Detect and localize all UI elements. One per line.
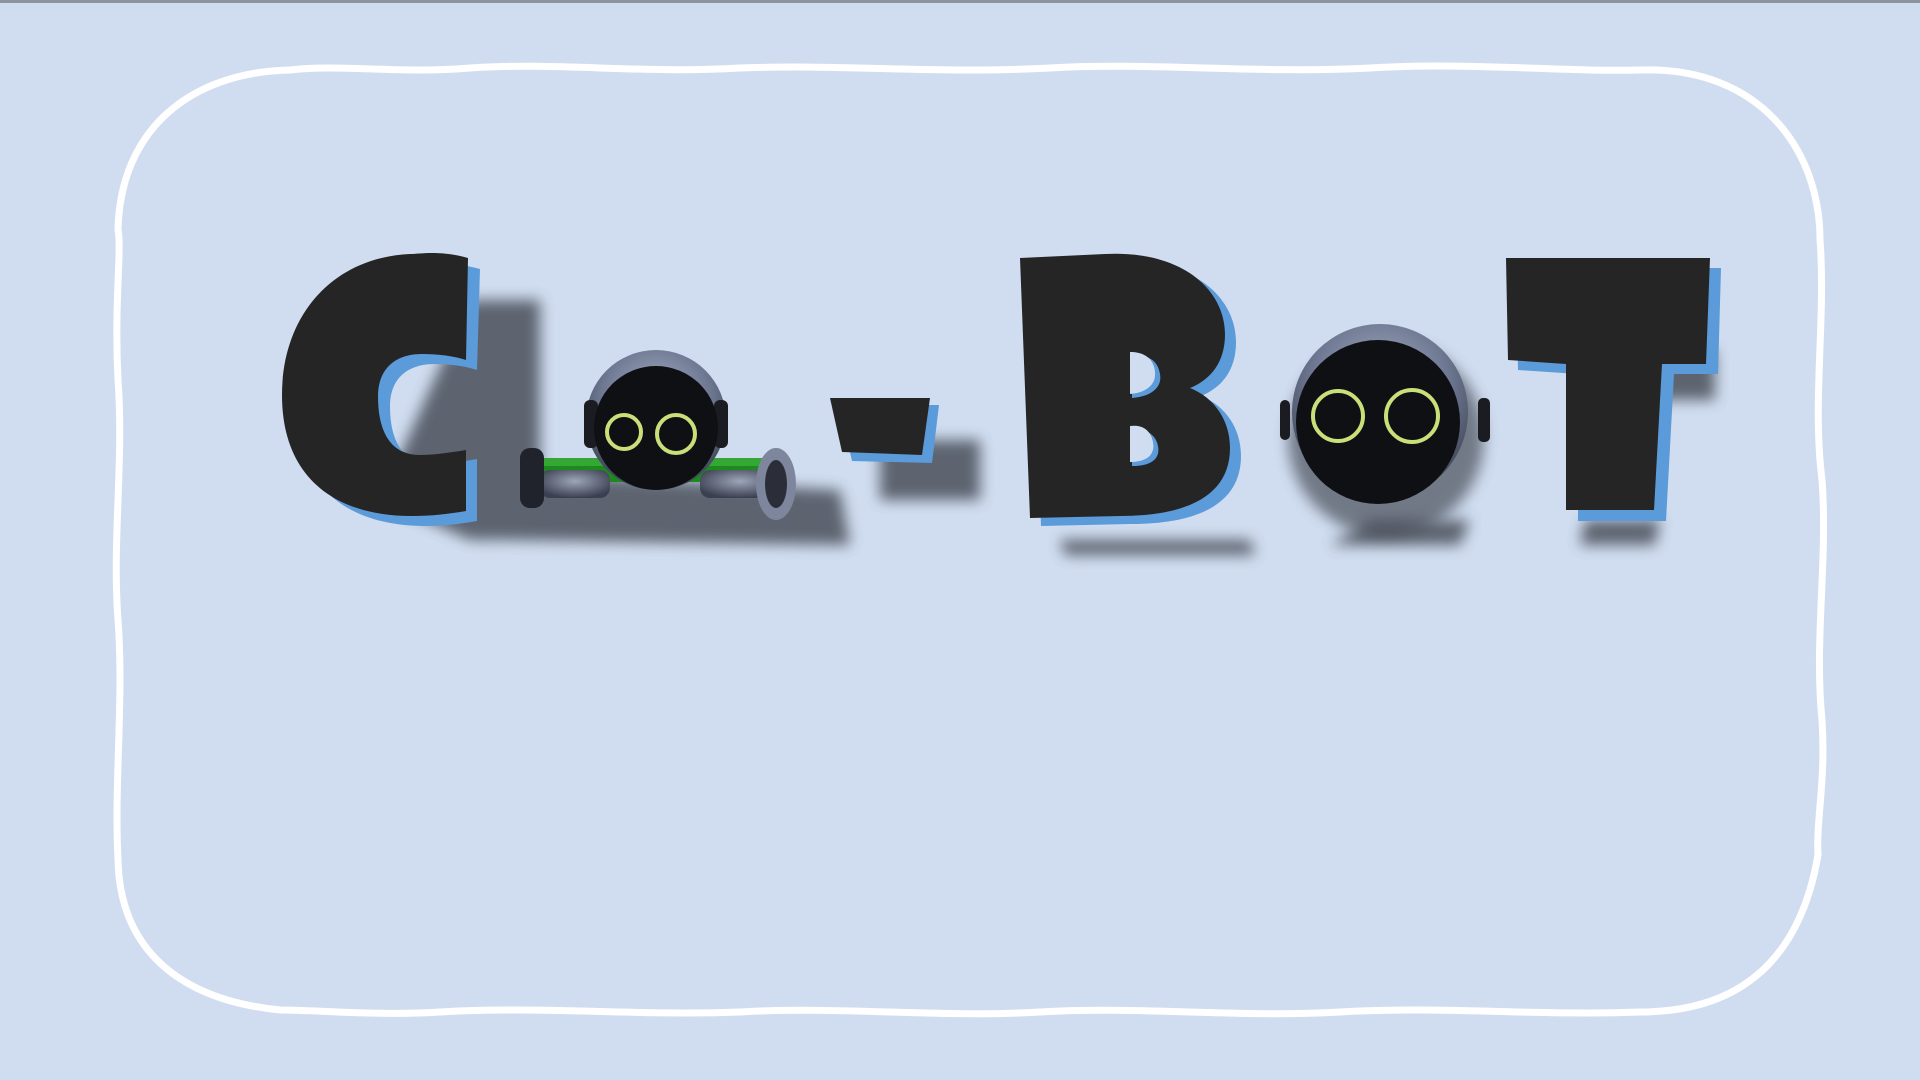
letter-c bbox=[282, 253, 480, 526]
letter-b bbox=[1020, 253, 1241, 526]
top-border bbox=[0, 0, 1920, 3]
letter-hyphen bbox=[830, 398, 939, 463]
robot-with-wheels-icon bbox=[520, 350, 796, 520]
robot-head-icon bbox=[1280, 324, 1490, 536]
letter-t bbox=[1506, 258, 1721, 521]
